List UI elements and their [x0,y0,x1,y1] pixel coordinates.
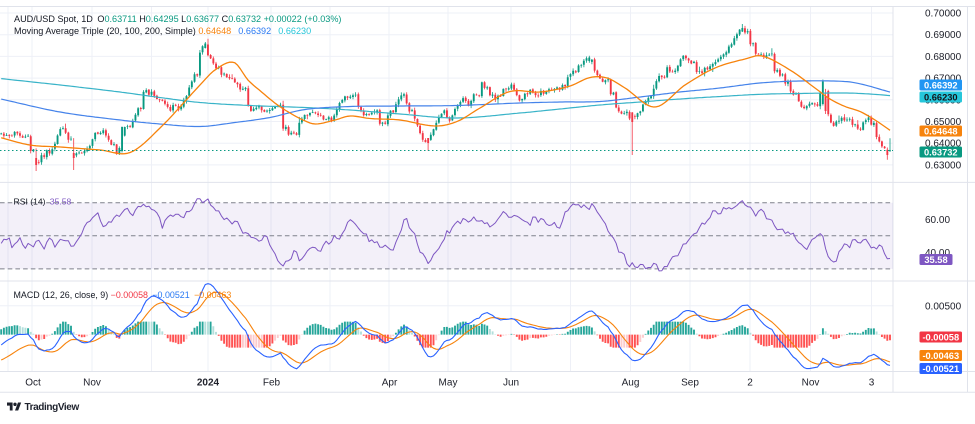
svg-text:Moving Average Triple (20, 100: Moving Average Triple (20, 100, 200, Sim… [14,26,311,36]
svg-text:Nov: Nov [802,377,820,388]
svg-text:60.00: 60.00 [925,215,950,226]
svg-text:35.58: 35.58 [924,255,947,265]
svg-text:0.69000: 0.69000 [925,30,962,41]
svg-text:0.70000: 0.70000 [925,9,962,20]
svg-text:0.66230: 0.66230 [924,92,958,102]
svg-text:Aug: Aug [622,377,640,388]
svg-text:RSI (14) 35.58: RSI (14) 35.58 [14,196,72,206]
svg-text:-0.00463: -0.00463 [922,351,959,361]
svg-text:2024: 2024 [197,377,220,388]
svg-text:3: 3 [869,377,875,388]
svg-text:Feb: Feb [263,377,281,388]
svg-text:TradingView: TradingView [25,402,80,413]
svg-text:-0.00058: -0.00058 [922,332,959,342]
svg-text:-0.00521: -0.00521 [922,364,959,374]
svg-text:0.66392: 0.66392 [924,80,958,90]
svg-text:Sep: Sep [681,377,699,388]
svg-text:0.68000: 0.68000 [925,52,962,63]
svg-text:Nov: Nov [83,377,101,388]
svg-text:May: May [439,377,458,388]
svg-text:Oct: Oct [25,377,41,388]
svg-text:AUD/USD Spot, 1D O0.63711 H0.6: AUD/USD Spot, 1D O0.63711 H0.64295 L0.63… [14,14,341,24]
svg-text:Jun: Jun [503,377,519,388]
svg-text:2: 2 [747,377,753,388]
svg-text:0.64648: 0.64648 [924,126,958,136]
svg-text:MACD (12, 26, close, 9) −0.000: MACD (12, 26, close, 9) −0.00058 −0.0052… [14,290,232,300]
svg-text:Apr: Apr [382,377,398,388]
svg-text:0.64000: 0.64000 [925,139,962,150]
svg-text:40.00: 40.00 [925,248,950,259]
svg-text:0.63000: 0.63000 [925,160,962,171]
svg-text:0.00500: 0.00500 [925,301,962,312]
svg-text:0.65000: 0.65000 [925,117,962,128]
svg-text:0.63732: 0.63732 [924,147,958,157]
svg-text:0.67000: 0.67000 [925,74,962,85]
